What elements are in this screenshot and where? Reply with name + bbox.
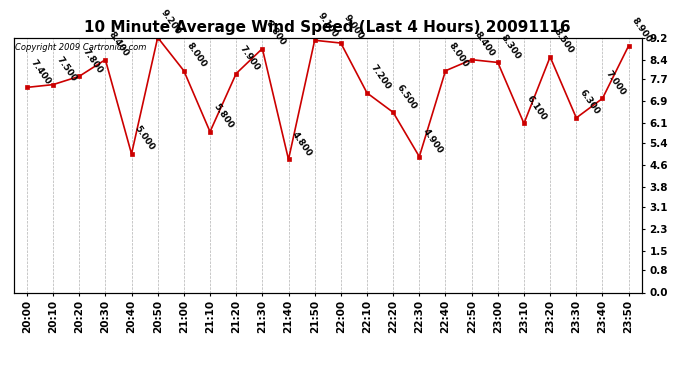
Text: 9.000: 9.000 — [342, 13, 366, 42]
Text: 5.000: 5.000 — [133, 124, 157, 153]
Text: 8.900: 8.900 — [630, 16, 653, 44]
Text: Copyright 2009 Cartronics.com: Copyright 2009 Cartronics.com — [15, 43, 146, 52]
Title: 10 Minute Average Wind Speed (Last 4 Hours) 20091116: 10 Minute Average Wind Speed (Last 4 Hou… — [84, 20, 571, 35]
Text: 9.100: 9.100 — [316, 10, 339, 39]
Text: 7.500: 7.500 — [55, 55, 78, 83]
Text: 8.500: 8.500 — [551, 27, 575, 56]
Text: 4.800: 4.800 — [290, 130, 313, 158]
Text: 7.800: 7.800 — [81, 46, 104, 75]
Text: 8.300: 8.300 — [499, 33, 523, 61]
Text: 8.400: 8.400 — [473, 30, 497, 58]
Text: 7.400: 7.400 — [28, 58, 52, 86]
Text: 7.000: 7.000 — [604, 69, 627, 97]
Text: 4.900: 4.900 — [421, 127, 444, 155]
Text: 7.900: 7.900 — [237, 44, 262, 72]
Text: 6.300: 6.300 — [578, 88, 601, 117]
Text: 6.500: 6.500 — [395, 83, 418, 111]
Text: 8.000: 8.000 — [185, 41, 208, 69]
Text: 5.800: 5.800 — [211, 102, 235, 130]
Text: 7.200: 7.200 — [368, 63, 392, 92]
Text: 9.200: 9.200 — [159, 8, 183, 36]
Text: 8.000: 8.000 — [447, 41, 471, 69]
Text: 8.800: 8.800 — [264, 19, 287, 47]
Text: 6.100: 6.100 — [525, 94, 549, 122]
Text: 8.400: 8.400 — [107, 30, 130, 58]
